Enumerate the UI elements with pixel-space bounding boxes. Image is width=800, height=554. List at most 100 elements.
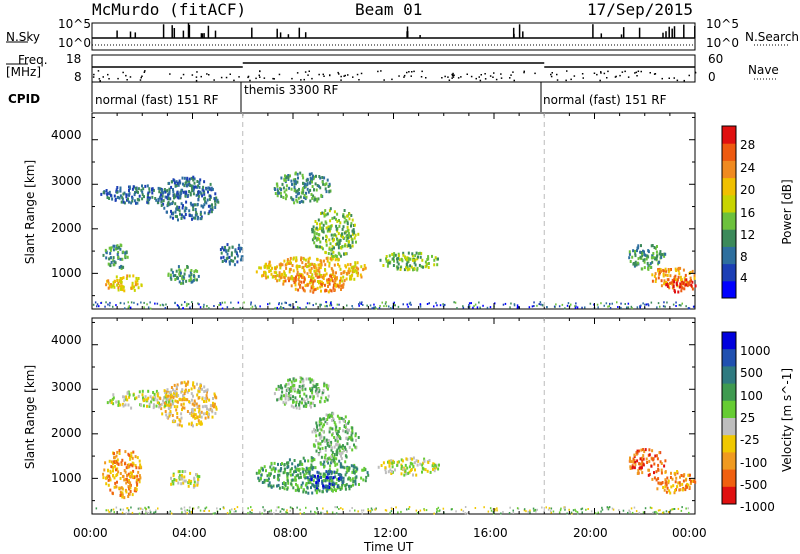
noise-cell [611, 302, 613, 305]
echo-cell [281, 486, 284, 489]
echo-cell [408, 465, 411, 469]
echo-cell [144, 184, 147, 188]
noise-cell [314, 510, 316, 513]
colorbar-swatch [722, 160, 736, 179]
echo-cell [124, 251, 127, 255]
echo-cell [190, 280, 193, 284]
echo-cell [299, 472, 302, 476]
echo-cell [306, 485, 309, 489]
noise-cell [406, 508, 408, 511]
echo-cell [169, 410, 172, 413]
echo-cell [337, 443, 340, 447]
echo-cell [410, 265, 413, 269]
echo-cell [307, 190, 310, 194]
echo-cell [355, 271, 358, 275]
noise-cell [279, 512, 281, 514]
echo-cell [284, 397, 287, 401]
echo-cell [647, 249, 650, 253]
echo-cell [109, 251, 112, 255]
echo-cell [134, 464, 137, 468]
echo-cell [643, 450, 646, 454]
echo-cell [202, 189, 205, 193]
cpid-segment-label: normal (fast) 151 RF [95, 93, 219, 107]
echo-cell [687, 281, 690, 285]
noise-cell [548, 507, 551, 510]
echo-cell [332, 286, 335, 290]
echo-cell [313, 458, 316, 462]
echo-cell [345, 436, 348, 440]
echo-cell [335, 430, 338, 434]
noise-cell [606, 506, 609, 509]
echo-cell [296, 189, 299, 193]
echo-cell [691, 269, 694, 273]
echo-cell [312, 286, 315, 289]
echo-cell [176, 415, 179, 419]
echo-cell [300, 256, 303, 260]
echo-cell [300, 191, 303, 195]
echo-cell [303, 277, 306, 281]
echo-cell [285, 188, 288, 192]
echo-cell [198, 387, 200, 391]
echo-cell [124, 462, 126, 466]
echo-cell [282, 196, 285, 199]
noise-cell [143, 306, 145, 309]
nsearch-tick-top: 10^5 [706, 17, 739, 31]
noise-cell [466, 512, 469, 515]
echo-cell [657, 468, 660, 472]
echo-cell [305, 490, 308, 494]
echo-cell [325, 383, 328, 387]
echo-cell [313, 241, 316, 245]
echo-cell [179, 397, 182, 401]
noise-cell [425, 509, 428, 512]
noise-cell [482, 304, 484, 307]
noise-cell [247, 512, 249, 515]
noise-cell [109, 301, 111, 304]
echo-cell [689, 481, 692, 485]
echo-cell [306, 397, 309, 401]
echo-cell [154, 396, 157, 399]
echo-cell [176, 423, 179, 427]
echo-cell [164, 195, 167, 199]
echo-cell [329, 470, 332, 474]
nave-dot [635, 71, 638, 74]
echo-cell [316, 394, 319, 398]
noise-cell [119, 508, 122, 511]
echo-cell [632, 262, 635, 265]
echo-cell [388, 459, 391, 463]
echo-cell [316, 228, 319, 232]
noise-cell [638, 511, 641, 514]
echo-cell [298, 272, 301, 276]
noise-cell [276, 306, 278, 309]
noise-cell [127, 301, 129, 304]
noise-cell [629, 510, 631, 513]
echo-cell [315, 232, 318, 236]
velocity-y-tick: 4000 [51, 333, 82, 347]
echo-cell [291, 264, 294, 267]
echo-cell [377, 465, 380, 469]
echo-cell [685, 283, 688, 287]
noise-cell [494, 508, 496, 511]
noise-cell [236, 506, 239, 509]
nave-dot [311, 77, 313, 80]
echo-cell [396, 257, 398, 261]
echo-cell [182, 182, 184, 186]
echo-cell [174, 195, 177, 199]
echo-cell [331, 427, 334, 431]
noise-cell [108, 510, 110, 513]
echo-cell [311, 177, 314, 181]
noise-cell [129, 306, 132, 309]
echo-cell [202, 412, 205, 416]
echo-cell [694, 284, 697, 288]
velocity-echo-cells [95, 376, 697, 515]
echo-cell [199, 411, 202, 415]
echo-cell [318, 273, 321, 277]
echo-cell [341, 279, 344, 283]
echo-cell [132, 185, 135, 189]
noise-cell [589, 302, 592, 305]
noise-cell [279, 307, 281, 310]
echo-cell [116, 467, 119, 471]
echo-cell [344, 484, 347, 488]
echo-cell [323, 465, 325, 469]
echo-cell [225, 257, 228, 261]
echo-cell [312, 174, 314, 178]
